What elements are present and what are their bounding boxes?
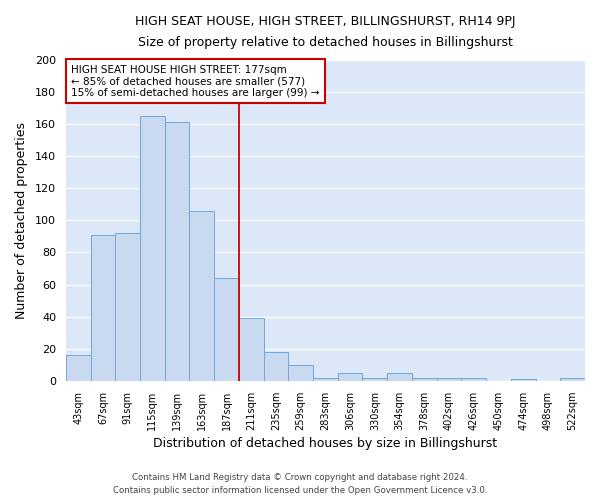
Bar — [387, 373, 412, 381]
Bar — [338, 373, 362, 381]
Bar — [362, 378, 387, 381]
Bar — [511, 379, 536, 381]
Title: HIGH SEAT HOUSE, HIGH STREET, BILLINGSHURST, RH14 9PJ
Size of property relative : HIGH SEAT HOUSE, HIGH STREET, BILLINGSHU… — [135, 15, 515, 49]
Bar — [140, 116, 164, 381]
Bar — [190, 210, 214, 381]
Bar — [239, 318, 263, 381]
Text: HIGH SEAT HOUSE HIGH STREET: 177sqm
← 85% of detached houses are smaller (577)
1: HIGH SEAT HOUSE HIGH STREET: 177sqm ← 85… — [71, 64, 319, 98]
Bar — [214, 278, 239, 381]
Text: Contains HM Land Registry data © Crown copyright and database right 2024.
Contai: Contains HM Land Registry data © Crown c… — [113, 474, 487, 495]
Bar — [412, 378, 437, 381]
Bar — [66, 355, 91, 381]
X-axis label: Distribution of detached houses by size in Billingshurst: Distribution of detached houses by size … — [154, 437, 497, 450]
Bar — [263, 352, 289, 381]
Bar — [289, 365, 313, 381]
Bar — [437, 378, 461, 381]
Y-axis label: Number of detached properties: Number of detached properties — [15, 122, 28, 319]
Bar — [313, 378, 338, 381]
Bar — [560, 378, 585, 381]
Bar — [164, 122, 190, 381]
Bar — [91, 235, 115, 381]
Bar — [115, 233, 140, 381]
Bar — [461, 378, 486, 381]
